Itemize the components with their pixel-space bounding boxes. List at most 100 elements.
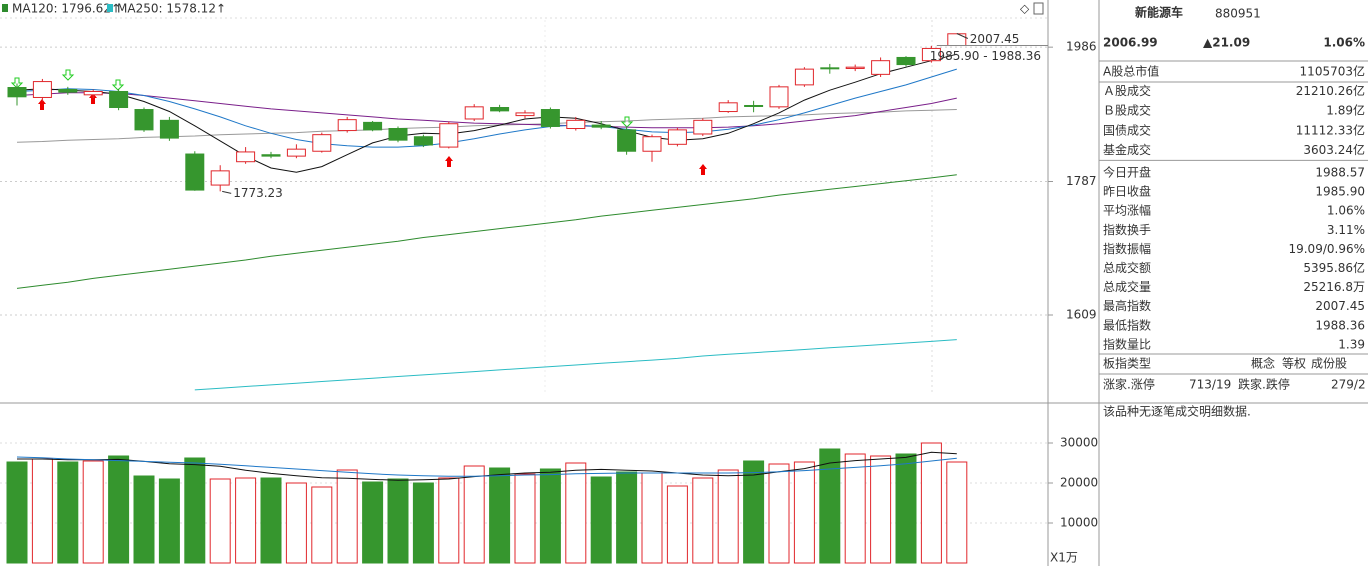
volume-bar: [158, 478, 180, 564]
row-label: 总成交额: [1103, 260, 1151, 275]
volume-bar: [590, 476, 612, 564]
volume-bar: [184, 457, 206, 564]
row-value: 1105703亿: [1300, 64, 1365, 79]
volume-bar: [412, 482, 434, 564]
ma-line: [194, 339, 957, 391]
candle-body: [667, 129, 687, 145]
row-label: 总成交量: [1103, 279, 1151, 294]
type-tag: 概念: [1251, 356, 1275, 371]
panel-title: 新能源车: [1135, 5, 1183, 20]
candle-body: [7, 87, 27, 98]
type-tag: 成份股: [1311, 357, 1347, 371]
volume-bar: [133, 475, 155, 564]
candle-body: [363, 121, 383, 131]
row-value: 11112.33亿: [1296, 122, 1365, 137]
breadth: 跌家.跌停: [1238, 377, 1290, 392]
volume-bar: [311, 486, 333, 564]
ma-line: [16, 53, 957, 173]
icon[interactable]: ◇: [1020, 2, 1030, 16]
volume-bar: [743, 460, 765, 564]
volume-bar: [539, 468, 561, 564]
candle-body: [439, 123, 459, 148]
y-tick-label: 30000: [1060, 436, 1098, 450]
row-label: A股总市值: [1103, 64, 1159, 79]
candle-body: [159, 119, 179, 139]
volume-bar: [641, 472, 663, 564]
volume-bar: [793, 461, 815, 564]
sell-signal: [111, 79, 125, 91]
y-tick-label: 1609: [1066, 307, 1097, 321]
volume-bar: [768, 463, 790, 564]
row-label: 平均涨幅: [1103, 203, 1151, 218]
candle-body: [794, 68, 814, 86]
volume-bar: [438, 477, 460, 564]
candle-body: [871, 60, 891, 75]
ma-line: [16, 68, 957, 148]
candle-body: [642, 136, 662, 152]
buy-signal: [699, 164, 707, 175]
y-tick-label: 1787: [1066, 174, 1097, 188]
icon[interactable]: [1033, 2, 1044, 15]
row-label: 今日开盘: [1103, 165, 1151, 180]
candle-body: [261, 154, 281, 157]
candle-body: [896, 56, 916, 66]
change: ▲21.09: [1203, 36, 1250, 50]
y-tick-label: 1986: [1066, 40, 1097, 54]
volume-bar: [514, 473, 536, 564]
volume-bar: [362, 481, 384, 564]
volume-bar: [489, 467, 511, 564]
candle-body: [464, 106, 484, 120]
buy-signal: [38, 99, 46, 110]
annotation: 1773.23: [233, 186, 283, 200]
candle-body: [32, 81, 52, 98]
volume-bar: [920, 442, 942, 564]
legend-swatch: [2, 4, 8, 12]
legend-label: MA120: 1796.62↑: [12, 2, 121, 16]
price: 2006.99: [1103, 36, 1158, 50]
candle-body: [134, 109, 154, 131]
ma-line: [16, 92, 957, 129]
buy-signal: [89, 93, 97, 104]
candle-body: [744, 104, 764, 107]
row-label: 昨日收盘: [1103, 184, 1151, 199]
candle-body: [769, 86, 789, 108]
candle-body: [337, 119, 357, 132]
volume-bar: [387, 478, 409, 564]
volume-bar: [565, 462, 587, 564]
volume-ma-line: [16, 456, 957, 477]
candle-body: [490, 107, 510, 112]
volume-bar: [235, 477, 257, 564]
volume-bar: [6, 461, 28, 564]
candle-body: [388, 128, 408, 141]
y-tick-label: 20000: [1060, 476, 1098, 490]
ma-line: [16, 174, 957, 289]
volume-bar: [895, 453, 917, 564]
sell-signal: [620, 116, 634, 128]
volume-bar: [82, 460, 104, 564]
row-label: 指数换手: [1103, 222, 1151, 237]
unit-label: X1万: [1050, 551, 1078, 565]
annotation: 1985.90 - 1988.36: [930, 49, 1041, 63]
candle-body: [947, 33, 967, 47]
buy-signal: [445, 156, 453, 167]
row-label: Ａ股成交: [1103, 83, 1151, 98]
row-value: 21210.26亿: [1296, 83, 1365, 98]
row-value: 1.06%: [1327, 204, 1365, 218]
volume-bar: [463, 465, 485, 564]
candle-body: [591, 124, 611, 128]
candle-body: [617, 129, 637, 152]
row-label: 国债成交: [1103, 122, 1151, 137]
volume-bar: [31, 458, 53, 564]
candle-body: [566, 119, 586, 130]
volume-bar: [285, 482, 307, 564]
row-value: 2007.45: [1315, 299, 1365, 313]
sell-signal: [61, 69, 75, 81]
row-value: 1.89亿: [1326, 103, 1365, 118]
candle-body: [58, 88, 78, 93]
note: 该品种无逐笔成交明细数据.: [1103, 404, 1251, 419]
row-label: 指数振幅: [1103, 241, 1151, 256]
candle-body: [236, 151, 256, 163]
volume-bar: [844, 453, 866, 564]
